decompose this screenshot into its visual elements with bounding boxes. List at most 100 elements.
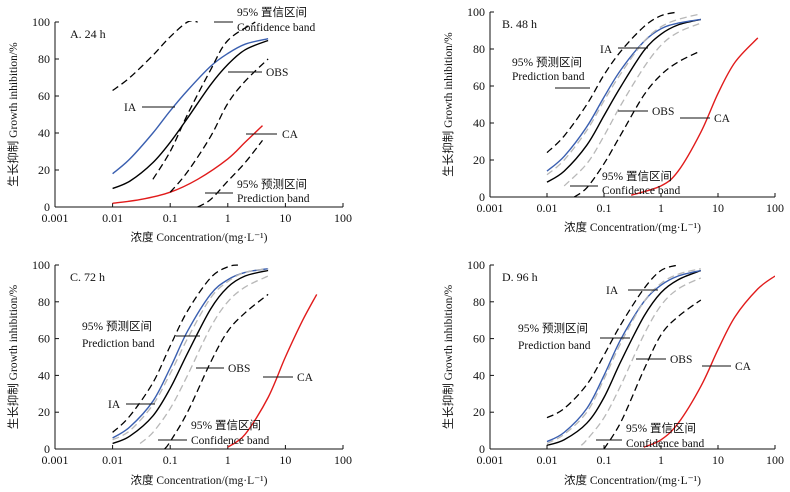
confidence-band-label: 95% 置信区间 [237,6,307,19]
x-tick-label: 0.1 [597,453,612,467]
confidence-band-label-en: Confidence band [602,185,680,197]
x-tick-label: 10 [279,211,291,225]
x-tick-label: 0.01 [537,201,558,215]
confidence-band-line [580,277,702,446]
ca-label: CA [714,113,731,125]
x-tick-label: 1 [225,453,231,467]
y-tick-label: 40 [38,368,50,382]
confidence-band-line [169,58,269,193]
y-tick-label: 40 [38,126,50,140]
confidence-band-label-en: Confidence band [237,22,315,34]
x-tick-label: 0.01 [102,211,123,225]
x-tick-label: 1 [225,211,231,225]
panel-d: 0 20 40 60 80 100 0.001 0.01 0.1 1 10 100 生长抑制 Growt… [441,258,784,487]
prediction-band-label: 95% 预测区间 [82,320,152,333]
prediction-band-line [546,11,679,154]
ia-curve [546,18,701,172]
ca-label: CA [282,129,299,141]
confidence-band-label: 95% 置信区间 [626,422,696,435]
x-tick-label: 0.1 [163,211,178,225]
panel-b: 0 20 40 60 80 100 0.001 0.01 0.1 1 10 100 生长抑制 Growt… [441,5,784,234]
confidence-band-line [139,275,269,444]
prediction-band-line [164,293,269,449]
y-tick-label: 60 [473,332,485,346]
y-tick-label: 20 [38,405,50,419]
ca-label: CA [735,361,752,373]
y-tick-label: 60 [473,79,485,93]
x-tick-label: 0.1 [163,453,178,467]
x-tick-label: 0.001 [477,453,504,467]
y-tick-label: 100 [467,5,485,19]
x-tick-label: 10 [712,453,724,467]
x-tick-label: 1 [658,453,664,467]
y-axis-title: 生长抑制 Growth inhibition/% [441,32,455,177]
ia-curve [112,268,269,439]
ia-curve [546,269,701,443]
confidence-band-line [546,268,701,445]
y-tick-label: 40 [473,116,485,130]
ca-curve [112,125,263,204]
y-axis-title: 生长抑制 Growth inhibition/% [441,284,455,429]
obs-label: OBS [670,354,692,366]
x-tick-label: 10 [279,453,291,467]
y-axis-title: 生长抑制 Growth inhibition/% [6,42,20,187]
prediction-band-label-en: Prediction band [512,71,585,83]
y-tick-label: 80 [473,295,485,309]
prediction-band-label: 95% 预测区间 [237,178,307,191]
ia-label: IA [124,102,137,114]
confidence-band-label-en: Confidence band [191,435,269,447]
y-tick-label: 0 [479,442,485,456]
confidence-band-line [546,13,701,176]
x-tick-label: 0.01 [537,453,558,467]
obs-curve [546,269,702,446]
plot-area [546,11,759,197]
y-tick-label: 100 [467,258,485,272]
x-tick-label: 0.1 [597,201,612,215]
y-tick-label: 40 [473,368,485,382]
ca-curve [643,275,775,448]
obs-label: OBS [652,106,674,118]
y-tick-label: 20 [473,405,485,419]
panel-label: D. 96 h [502,270,538,284]
ia-label: IA [606,285,619,297]
y-tick-label: 0 [44,442,50,456]
prediction-band-label-en: Prediction band [82,338,155,350]
prediction-band-label-en: Prediction band [237,193,310,205]
prediction-band-line [603,299,702,449]
x-axis-title: 浓度 Concentration/(mg·L⁻¹) [131,473,268,487]
obs-label: OBS [266,67,288,79]
x-tick-label: 0.001 [477,201,504,215]
plot-area [546,264,775,449]
ca-label: CA [297,372,314,384]
panel-label: C. 72 h [70,270,105,284]
y-tick-label: 80 [473,42,485,56]
obs-curve [112,269,269,445]
prediction-band-line [112,264,239,433]
x-axis-title: 浓度 Concentration/(mg·L⁻¹) [564,220,701,234]
confidence-band-label: 95% 置信区间 [602,170,672,183]
y-tick-label: 0 [479,190,485,204]
confidence-band-line [152,21,256,180]
plot-area [112,21,269,207]
y-tick-label: 80 [38,295,50,309]
prediction-band-label: 95% 预测区间 [512,56,582,69]
prediction-band-line [546,264,679,419]
obs-curve [546,18,701,183]
ca-curve [630,37,759,196]
ia-curve [112,38,269,175]
x-tick-label: 1 [658,201,664,215]
x-tick-label: 100 [334,453,352,467]
prediction-band-label: 95% 预测区间 [518,322,588,335]
y-tick-label: 20 [473,153,485,167]
prediction-band-label-en: Prediction band [518,340,591,352]
confidence-band-label: 95% 置信区间 [191,419,261,432]
confidence-band-line [563,22,702,187]
obs-curve [112,39,269,190]
x-tick-label: 100 [334,211,352,225]
ia-label: IA [108,399,121,411]
confidence-band-line [112,268,269,441]
prediction-band-line [112,21,198,92]
panel-a: 0 20 40 60 80 100 0.001 0.01 0.1 1 10 100 生长抑制 Growt… [6,6,352,244]
x-axis-title: 浓度 Concentration/(mg·L⁻¹) [131,230,268,244]
